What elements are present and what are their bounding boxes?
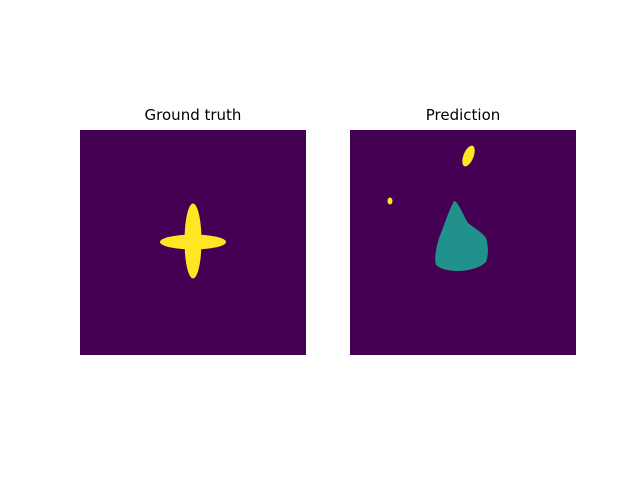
prediction-title: Prediction xyxy=(425,106,501,124)
class-1-region-star xyxy=(160,203,226,279)
class-2-region xyxy=(435,201,488,271)
prediction-image xyxy=(350,130,576,355)
ground-truth-image xyxy=(80,130,306,355)
ground-truth-title: Ground truth xyxy=(144,106,242,124)
class-1-blob-small xyxy=(387,197,393,205)
class-1-blob-top xyxy=(462,145,475,167)
star-vertical-arm xyxy=(184,203,202,279)
